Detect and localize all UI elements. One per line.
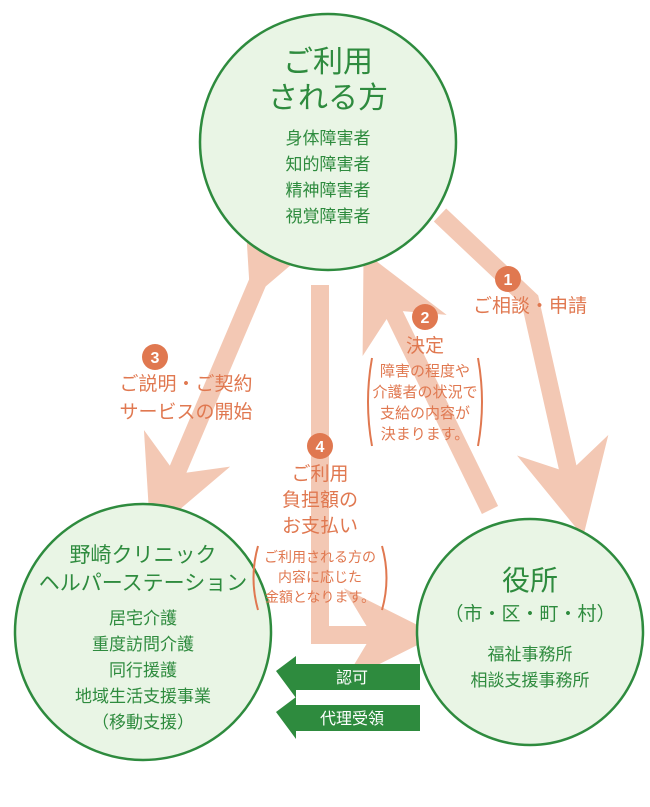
step-2-sub-3: 支給の内容が xyxy=(380,405,470,422)
node-user-title-1: ご利用 xyxy=(283,46,373,79)
green-arrow-proxy-label: 代理受領 xyxy=(320,710,384,728)
node-clinic-title-1: 野崎クリニック xyxy=(70,544,217,567)
node-clinic-sub-1: 居宅介護 xyxy=(109,609,177,628)
step-3-num: 3 xyxy=(151,350,160,367)
step-2: 2 決定 障害の程度や 介護者の状況で 支給の内容が 決まります。 xyxy=(368,304,482,446)
green-arrows: 認可 代理受領 xyxy=(276,656,420,739)
step-2-sub-1: 障害の程度や xyxy=(380,362,470,380)
node-clinic: 野崎クリニック ヘルパーステーション 居宅介護 重度訪問介護 同行援護 地域生活… xyxy=(15,504,271,760)
green-arrow-proxy: 代理受領 xyxy=(276,697,420,739)
node-user-sub-3: 精神障害者 xyxy=(286,181,371,200)
node-office-subtitle: （市・区・町・村） xyxy=(444,603,615,625)
node-office-title: 役所 xyxy=(502,565,558,596)
step-3-label-2: サービスの開始 xyxy=(119,401,252,423)
step-2-paren-left xyxy=(368,358,372,446)
node-clinic-sub-2: 重度訪問介護 xyxy=(92,635,194,654)
node-office-sub-2: 相談支援事務所 xyxy=(471,671,590,690)
node-user-sub-1: 身体障害者 xyxy=(286,129,371,148)
node-user: ご利用 される方 身体障害者 知的障害者 精神障害者 視覚障害者 xyxy=(200,14,456,270)
step-4-paren-right xyxy=(382,546,387,610)
step-2-num: 2 xyxy=(421,310,430,327)
step-2-paren-right xyxy=(478,358,482,446)
step-4-sub-1: ご利用される方の xyxy=(264,549,376,565)
step-2-label: 決定 xyxy=(406,335,444,357)
step-4-label-3: お支払い xyxy=(282,515,358,537)
node-user-title-2: される方 xyxy=(268,82,388,115)
node-user-sub-2: 知的障害者 xyxy=(286,155,371,174)
node-clinic-title-2: ヘルパーステーション xyxy=(39,572,248,595)
node-user-sub-4: 視覚障害者 xyxy=(286,207,371,226)
node-office: 役所 （市・区・町・村） 福祉事務所 相談支援事務所 xyxy=(417,519,643,745)
step-4-num: 4 xyxy=(316,439,325,456)
step-4-sub-2: 内容に応じた xyxy=(278,569,362,585)
node-office-sub-1: 福祉事務所 xyxy=(488,645,573,664)
node-clinic-sub-3: 同行援護 xyxy=(109,661,177,680)
step-4-label-1: ご利用 xyxy=(291,463,348,485)
node-clinic-sub-4: 地域生活支援事業 xyxy=(75,687,211,706)
green-arrow-approval: 認可 xyxy=(276,656,420,698)
flow-diagram: ご利用 される方 身体障害者 知的障害者 精神障害者 視覚障害者 野崎クリニック… xyxy=(0,0,650,807)
green-arrow-approval-label: 認可 xyxy=(336,669,368,687)
step-1-label: ご相談・申請 xyxy=(473,295,587,317)
step-3-label-1: ご説明・ご契約 xyxy=(119,373,252,395)
node-clinic-sub-5: （移動支援） xyxy=(92,713,194,732)
step-2-sub-4: 決まります。 xyxy=(381,426,470,443)
step-2-sub-2: 介護者の状況で xyxy=(372,384,477,401)
step-4-sub-3: 金額となります。 xyxy=(265,589,375,605)
step-4-label-2: 負担額の xyxy=(282,489,358,511)
step-1-num: 1 xyxy=(504,272,513,289)
